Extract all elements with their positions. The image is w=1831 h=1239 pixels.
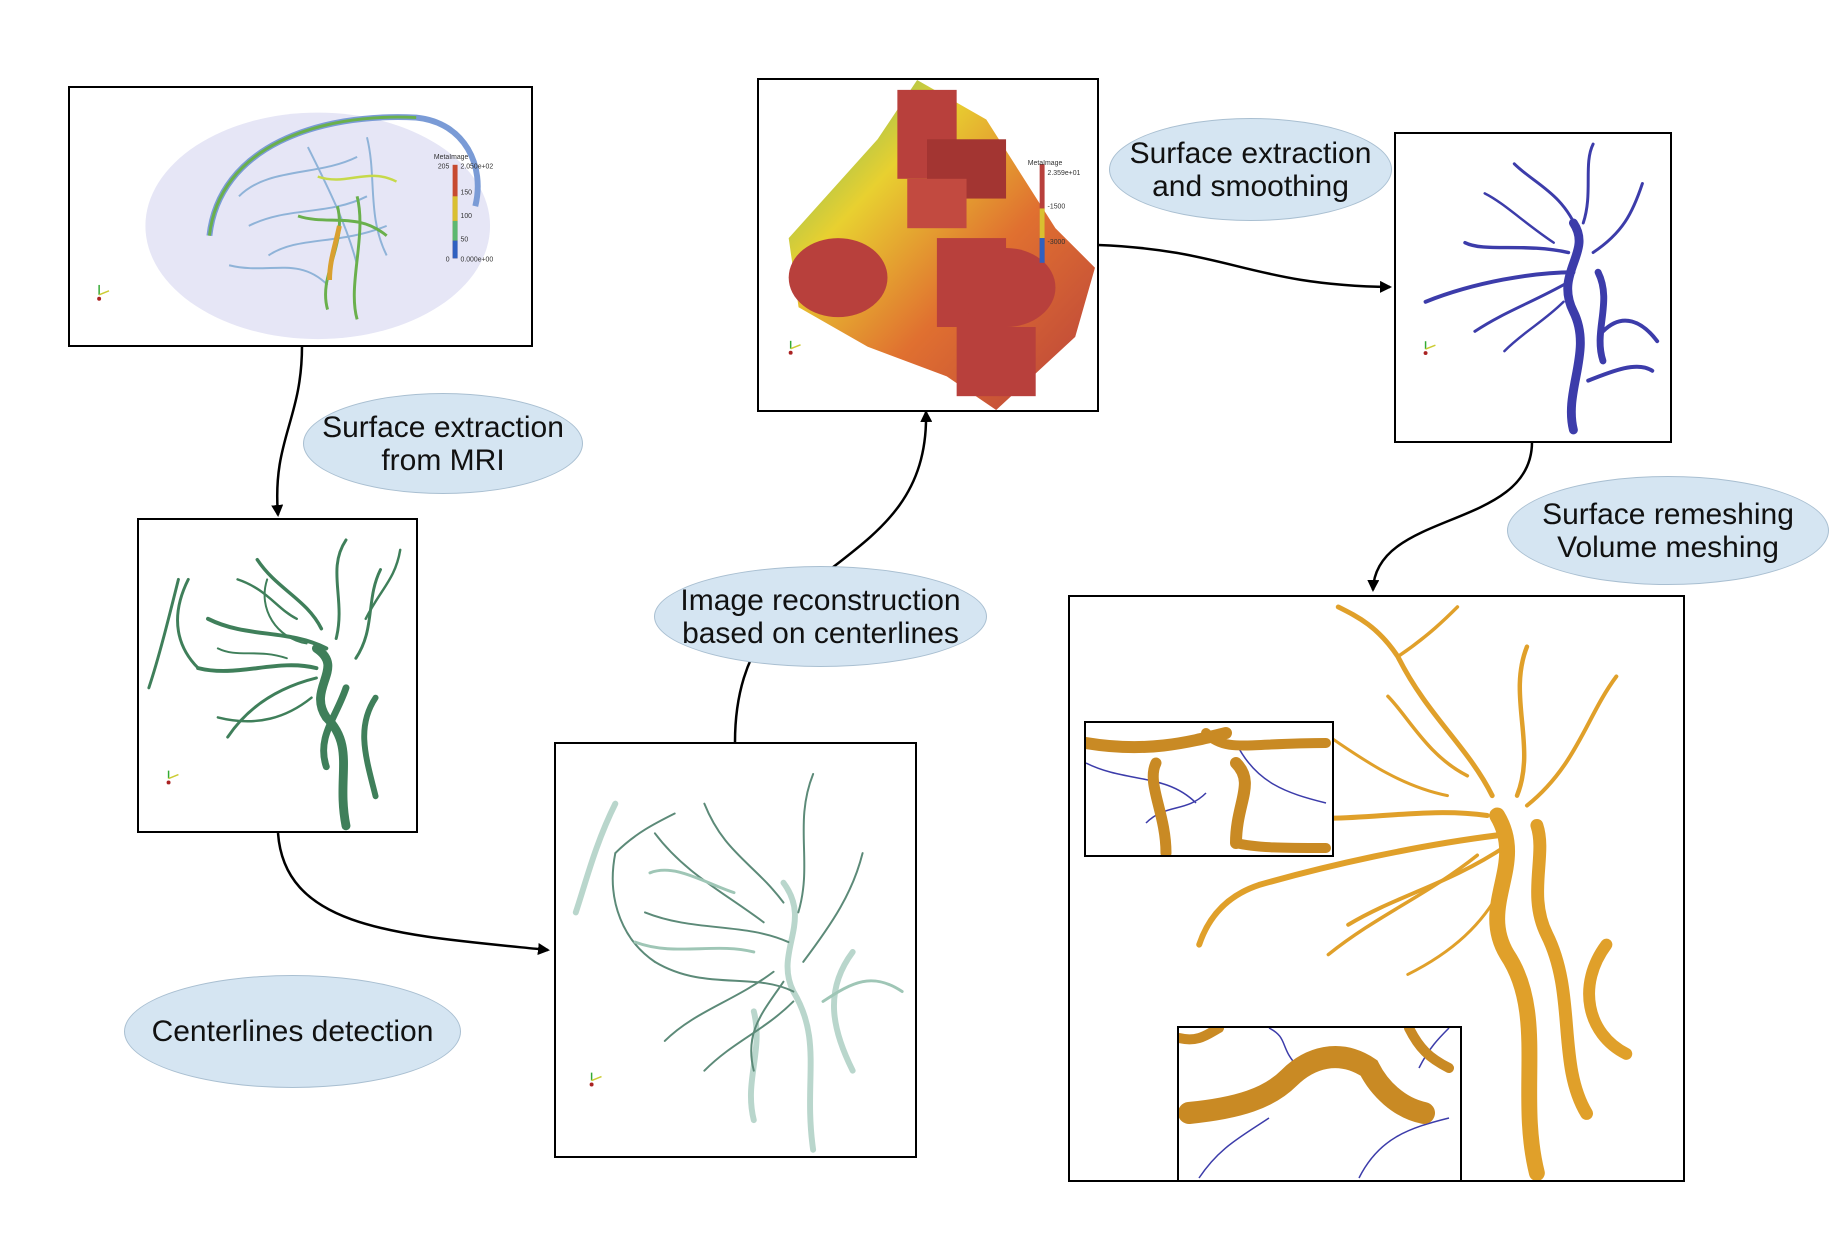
recon-legend-tick: -1500 bbox=[1048, 203, 1066, 210]
mri-legend-tick: 50 bbox=[461, 237, 469, 244]
step-remeshing-volume-meshing: Surface remeshing Volume meshing bbox=[1507, 476, 1829, 585]
mri-legend-tick: 100 bbox=[461, 213, 473, 220]
mri-legend-title: MetaImage bbox=[434, 154, 469, 161]
inset-bottom-image bbox=[1179, 1028, 1454, 1179]
arrow-mri-to-centerlines bbox=[271, 345, 304, 517]
step-image-reconstruction: Image reconstruction based on centerline… bbox=[654, 566, 987, 667]
arrow-image-to-smoothing bbox=[1097, 243, 1392, 293]
arrow-centerlines-to-reconstruction bbox=[276, 832, 550, 955]
orange-vessel-image bbox=[1196, 604, 1633, 1180]
axes-icon bbox=[788, 340, 801, 355]
mri-legend-min: 0.000e+00 bbox=[461, 256, 494, 263]
centerlines-image bbox=[572, 772, 904, 1153]
step-surface-extraction-smoothing: Surface extraction and smoothing bbox=[1109, 118, 1392, 221]
volume-mesh-panel bbox=[1068, 595, 1685, 1182]
axes-icon bbox=[97, 284, 110, 301]
smoothed-surface-panel bbox=[1394, 132, 1672, 443]
axes-icon bbox=[166, 770, 179, 785]
centerlines-panel bbox=[554, 742, 917, 1158]
arrow-smoothing-to-mesh bbox=[1367, 441, 1534, 592]
reconstructed-image: MetaImage 2.359e+01 -1500 -3000 bbox=[788, 80, 1095, 410]
mri-legend-max: 2.050e+02 bbox=[461, 164, 494, 171]
inset-bottom-panel bbox=[1177, 1026, 1462, 1180]
blue-vessel-image bbox=[1423, 142, 1660, 435]
mri-vessel-image: MetaImage 2.050e+02 0.000e+00 205 150 10… bbox=[97, 112, 494, 340]
step-surface-extraction-mri: Surface extraction from MRI bbox=[303, 393, 583, 494]
mri-legend-tick: 0 bbox=[446, 256, 450, 263]
axes-icon bbox=[1423, 341, 1436, 356]
green-vessel-image bbox=[147, 538, 402, 831]
mri-legend-tick: 150 bbox=[461, 189, 473, 196]
mri-legend-tick: 205 bbox=[438, 164, 450, 171]
reconstruction-panel: MetaImage 2.359e+01 -1500 -3000 bbox=[757, 78, 1099, 412]
inset-top-image bbox=[1086, 727, 1331, 855]
inset-top-panel bbox=[1084, 721, 1334, 857]
mri-volume-panel: MetaImage 2.050e+02 0.000e+00 205 150 10… bbox=[68, 86, 533, 347]
recon-legend-max: 2.359e+01 bbox=[1048, 170, 1081, 177]
axes-icon bbox=[589, 1072, 602, 1087]
surface-extraction-panel bbox=[137, 518, 418, 833]
recon-legend-title: MetaImage bbox=[1028, 160, 1063, 167]
step-centerlines-detection: Centerlines detection bbox=[124, 975, 461, 1088]
recon-legend-tick: -3000 bbox=[1048, 239, 1066, 246]
